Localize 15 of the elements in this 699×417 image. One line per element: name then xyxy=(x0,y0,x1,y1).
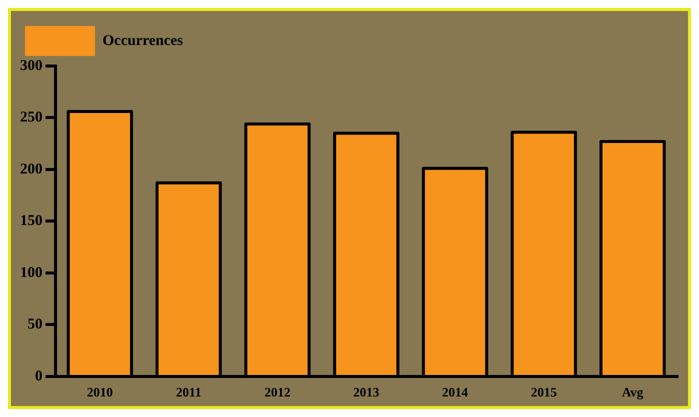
x-tick-label: Avg xyxy=(622,384,644,400)
y-tick-label: 0 xyxy=(35,368,42,384)
x-tick-label: 2015 xyxy=(530,384,558,400)
y-tick-label: 50 xyxy=(28,316,42,333)
y-tick-label: 250 xyxy=(20,110,42,126)
legend-label: Occurrences xyxy=(102,32,184,49)
x-tick-label: 2011 xyxy=(176,384,202,400)
y-tick-label: 100 xyxy=(20,264,42,281)
x-tick-label: 2014 xyxy=(442,384,469,400)
x-tick-label: 2010 xyxy=(86,384,113,400)
x-tick-label: 2012 xyxy=(264,384,290,400)
y-tick-label: 200 xyxy=(20,161,42,178)
y-tick-label: 300 xyxy=(20,58,42,74)
y-tick-label: 150 xyxy=(20,213,42,230)
x-tick-label: 2013 xyxy=(353,384,380,400)
